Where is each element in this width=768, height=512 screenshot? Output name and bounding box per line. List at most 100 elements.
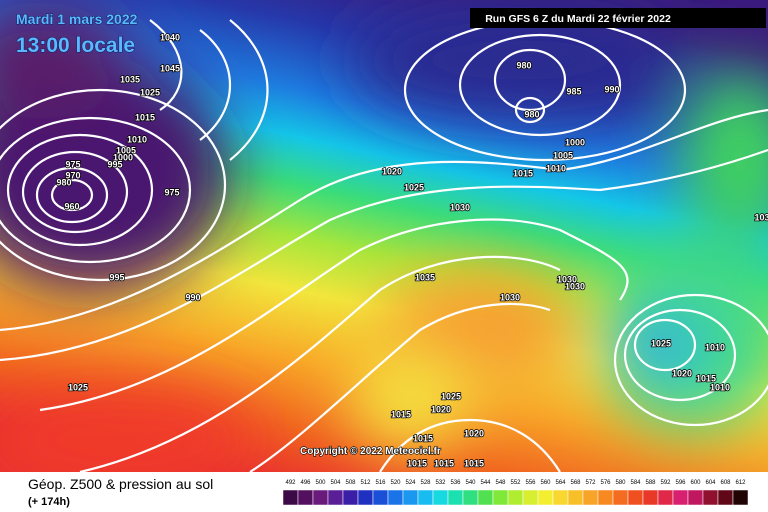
isobar-label: 1030 xyxy=(500,292,520,302)
scale-label: 564 xyxy=(555,480,566,486)
scale-label: 560 xyxy=(540,480,551,486)
scale-cell xyxy=(357,489,374,506)
isobar-label: 970 xyxy=(65,170,80,180)
isobar-label: 1025 xyxy=(68,382,88,392)
scale-label: 584 xyxy=(630,480,641,486)
isobar-label: 1040 xyxy=(160,32,180,42)
isobar-labels: 1040104510351025101510101005100099597597… xyxy=(56,32,768,470)
scale-cell xyxy=(507,489,524,506)
scale-cell xyxy=(552,489,569,506)
scale-label: 600 xyxy=(690,480,701,486)
isobar-label: 990 xyxy=(185,292,200,302)
scale-label: 548 xyxy=(495,480,506,486)
isobar-label: 1015 xyxy=(434,458,454,468)
scale-cell xyxy=(327,489,344,506)
isobar-label: 1005 xyxy=(116,145,136,155)
scale-cell xyxy=(567,489,584,506)
scale-label: 536 xyxy=(450,480,461,486)
scale-cell xyxy=(342,489,359,506)
scale-label: 552 xyxy=(510,480,521,486)
scale-cell xyxy=(627,489,644,506)
isobar-label: 1010 xyxy=(127,134,147,144)
scale-cell xyxy=(432,489,449,506)
isobar-label: 1020 xyxy=(464,428,484,438)
scale-cell xyxy=(702,489,719,506)
run-info: Run GFS 6 Z du Mardi 22 février 2022 xyxy=(485,13,671,25)
run-box xyxy=(470,8,766,28)
scale-label: 544 xyxy=(480,480,491,486)
scale-cell xyxy=(447,489,464,506)
isobar-label: 1025 xyxy=(441,391,461,401)
scale-label: 556 xyxy=(525,480,536,486)
scale-cell xyxy=(642,489,659,506)
scale-cell xyxy=(372,489,389,506)
isobar-label: 1020 xyxy=(431,404,451,414)
legend-title: Géop. Z500 & pression au sol xyxy=(28,476,213,492)
scale-cell xyxy=(282,489,299,506)
scale-label: 596 xyxy=(675,480,686,486)
isobar-label: 990 xyxy=(604,84,619,94)
isobar-label: 1045 xyxy=(160,63,180,73)
isobar-label: 1030 xyxy=(557,274,577,284)
isobar-label: 1025 xyxy=(140,87,160,97)
scale-cell xyxy=(387,489,404,506)
scale-label: 496 xyxy=(300,480,311,486)
scale-cell xyxy=(312,489,329,506)
lead-time: (+ 174h) xyxy=(28,496,70,508)
scale-label: 524 xyxy=(405,480,416,486)
scale-label: 572 xyxy=(585,480,596,486)
scale-cell xyxy=(417,489,434,506)
scale-cell xyxy=(732,489,749,506)
date: Mardi 1 mars 2022 xyxy=(16,11,138,27)
scale-label: 580 xyxy=(615,480,626,486)
isobar-label: 980 xyxy=(516,60,531,70)
scale-label: 532 xyxy=(435,480,446,486)
scale-cell xyxy=(657,489,674,506)
copyright: Copyright © 2022 Meteociel.fr xyxy=(300,446,441,457)
isobar-label: 1005 xyxy=(553,150,573,160)
isobar-label: 980 xyxy=(524,109,539,119)
isobar-label: 1015 xyxy=(513,168,533,178)
scale-label: 588 xyxy=(645,480,656,486)
scale-cell xyxy=(462,489,479,506)
scale-label: 528 xyxy=(420,480,431,486)
scale-cell xyxy=(597,489,614,506)
isobar-label: 1025 xyxy=(404,182,424,192)
scale-label: 504 xyxy=(330,480,341,486)
isobar-label: 1015 xyxy=(696,373,716,383)
scale-label: 608 xyxy=(720,480,731,486)
local-time: 13:00 locale xyxy=(16,34,135,57)
scale-cell xyxy=(522,489,539,506)
isobar-label: 1020 xyxy=(382,166,402,176)
scale-cell xyxy=(672,489,689,506)
scale-label: 500 xyxy=(315,480,326,486)
isobar-label: 1000 xyxy=(565,137,585,147)
scale-cell xyxy=(687,489,704,506)
isobar-label: 1015 xyxy=(464,458,484,468)
isobar-label: 1035 xyxy=(415,272,435,282)
scale-cell xyxy=(537,489,554,506)
isobar-label: 1010 xyxy=(705,342,725,352)
isobar-label: 1015 xyxy=(391,409,411,419)
scale-cell xyxy=(582,489,599,506)
isobar-label: 975 xyxy=(65,159,80,169)
isobar-label: 1030 xyxy=(565,281,585,291)
isobar-label: 985 xyxy=(566,86,581,96)
isobar-label: 1000 xyxy=(113,152,133,162)
isobar-label: 1010 xyxy=(546,163,566,173)
scale-cell xyxy=(402,489,419,506)
scale-cell xyxy=(717,489,734,506)
scale-label: 604 xyxy=(705,480,716,486)
isobar-label: 960 xyxy=(64,201,79,211)
isobar-label: 1010 xyxy=(710,382,730,392)
scale-label: 520 xyxy=(390,480,401,486)
isobar-label: 1015 xyxy=(407,458,427,468)
scale-label: 512 xyxy=(360,480,371,486)
isobar-label: 975 xyxy=(164,187,179,197)
scale-label: 516 xyxy=(375,480,386,486)
scale-label: 576 xyxy=(600,480,611,486)
scale-cell xyxy=(477,489,494,506)
scale-label: 492 xyxy=(285,480,296,486)
